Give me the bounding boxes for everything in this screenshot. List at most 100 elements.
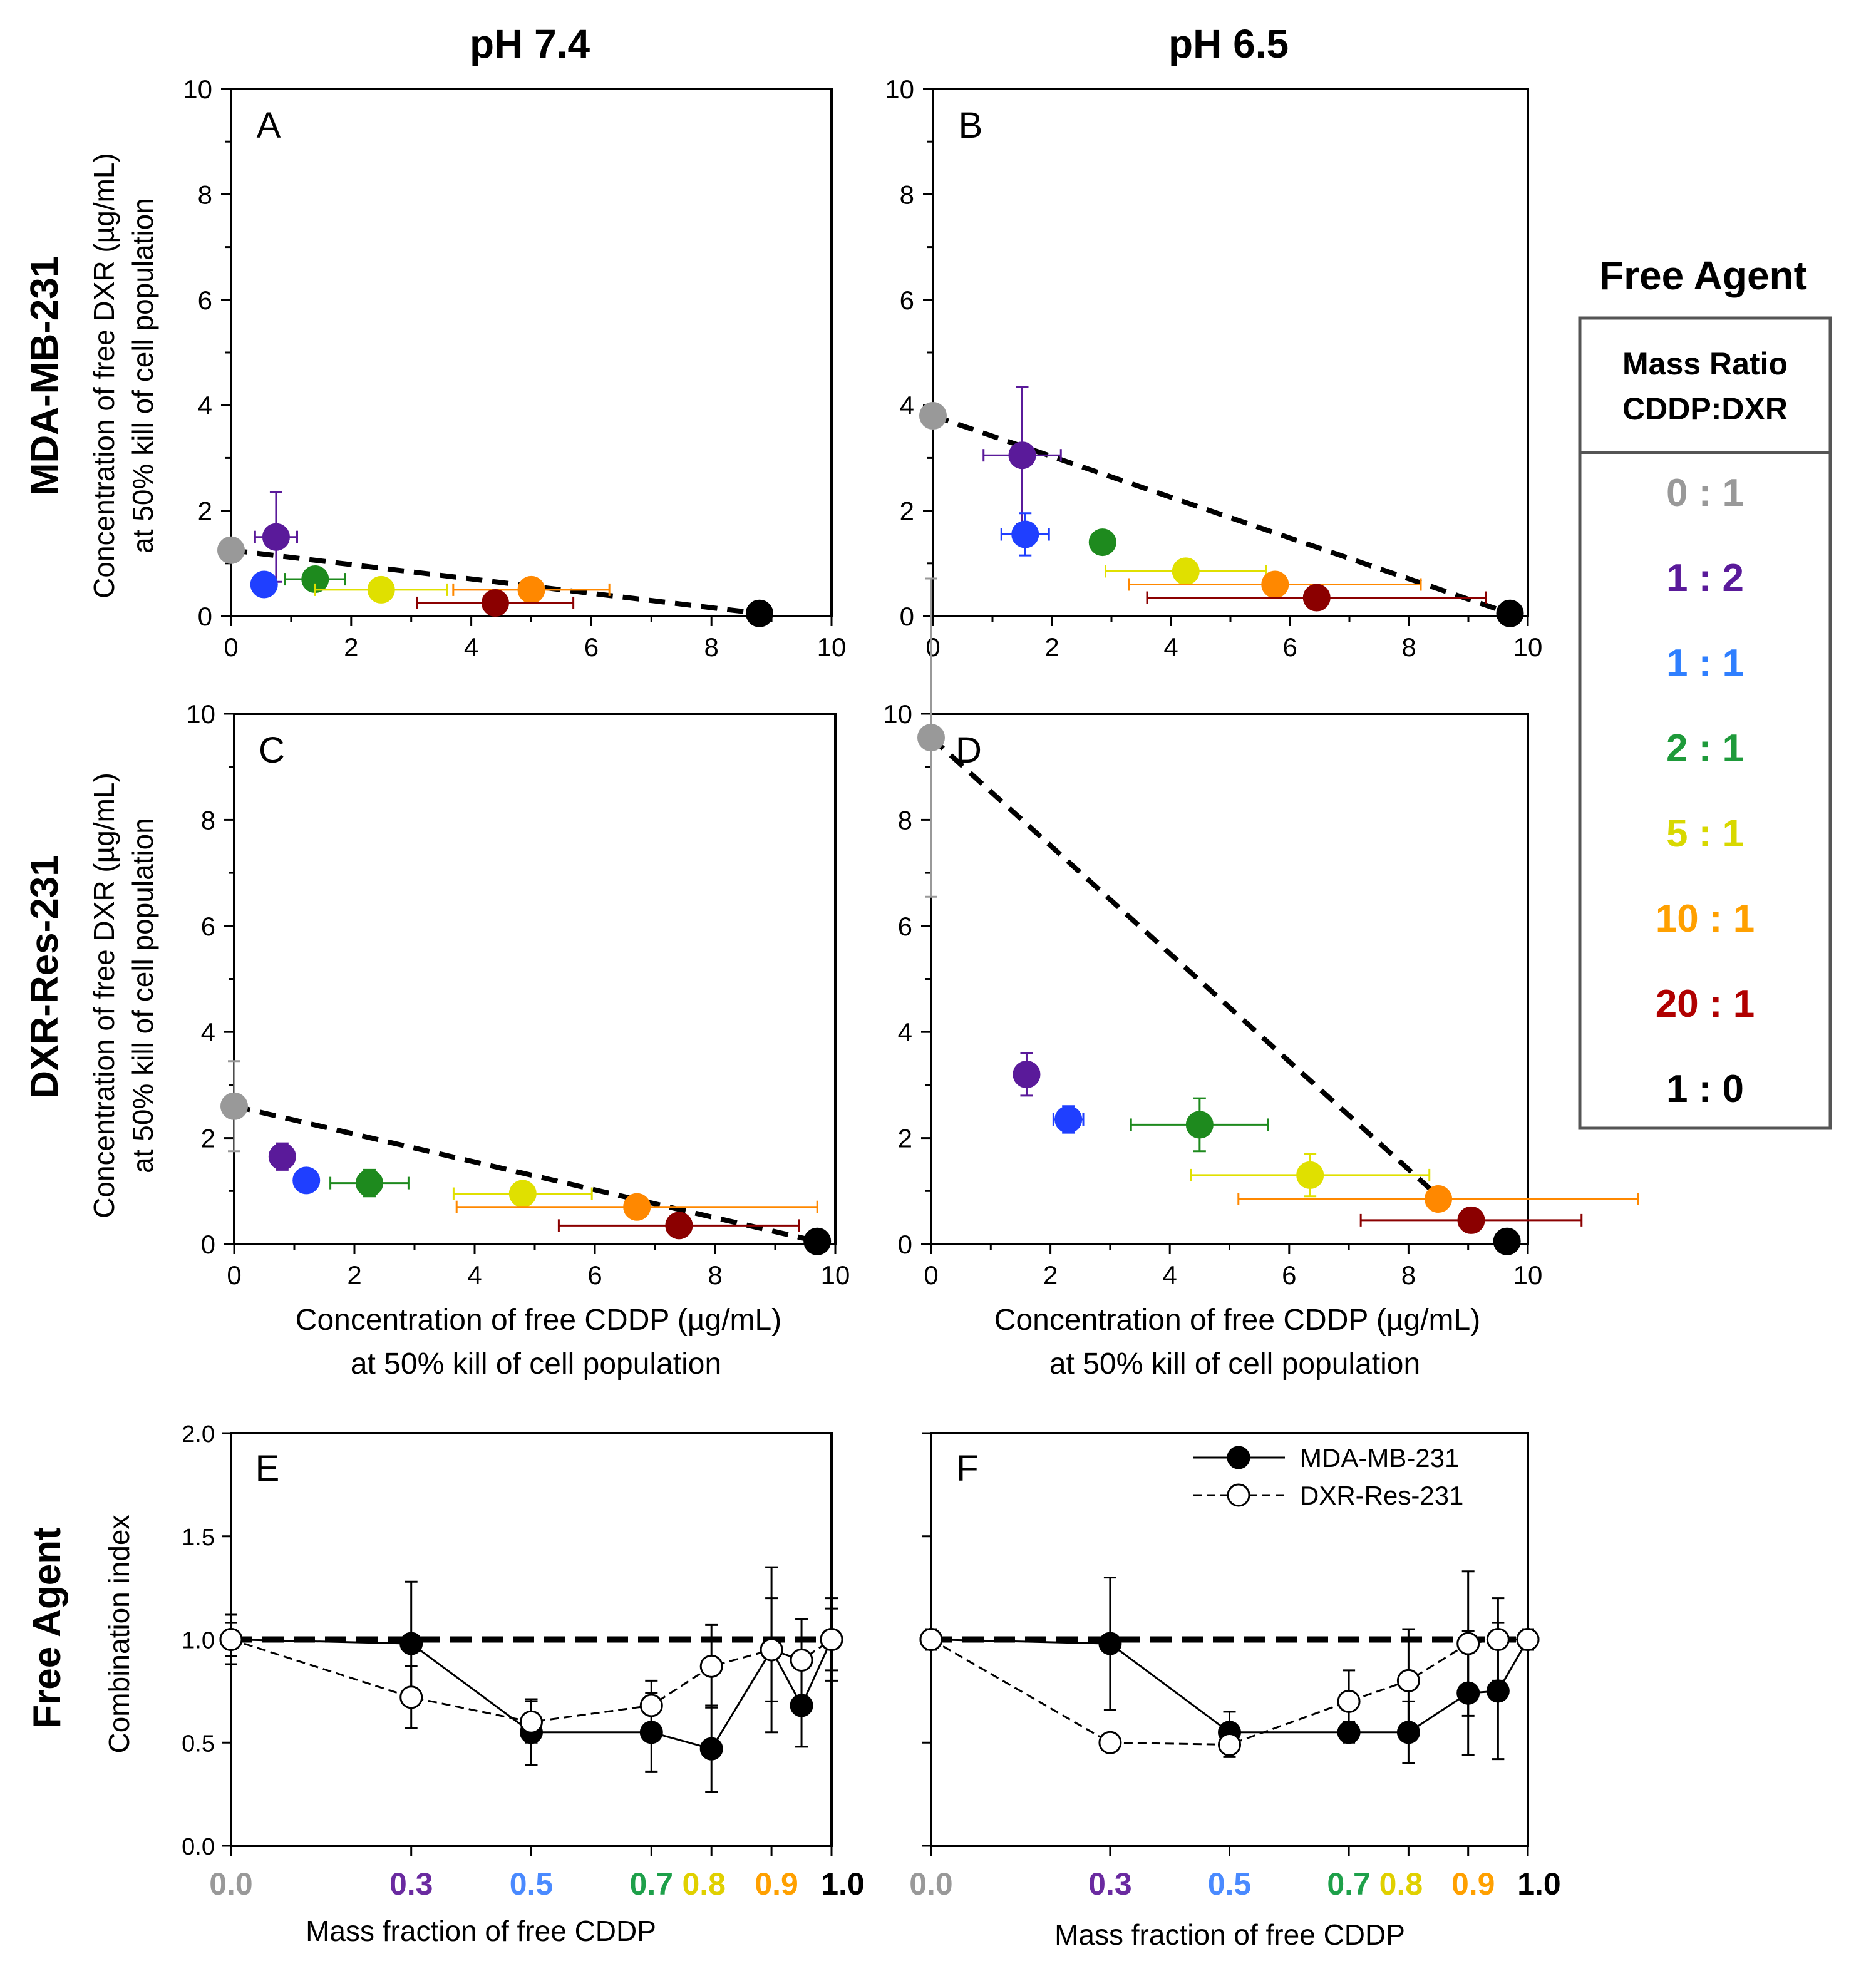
xlabel-c-line2: at 50% kill of cell population — [351, 1347, 721, 1381]
y-tick-label: 10 — [883, 699, 912, 729]
x-tick-label-1-0: 1.0 — [821, 1866, 865, 1901]
x-tick-label-0-9: 0.9 — [1451, 1866, 1495, 1901]
x-tick-label: 2 — [1043, 1260, 1058, 1290]
point-ratio-1-2 — [268, 1143, 296, 1171]
panel-letter-e: E — [255, 1448, 280, 1489]
ci-legend-marker — [1227, 1446, 1250, 1469]
panel-c: 00 2 2 4 4 6 6 8 8 10 10 C — [186, 699, 850, 1290]
y-tick-label: 4 — [198, 391, 212, 420]
panel-a: 00 2 2 4 4 6 6 8 8 10 10 A — [183, 75, 846, 662]
x-tick-label-0-8: 0.8 — [682, 1866, 726, 1901]
y-tick-label: 8 — [900, 180, 914, 209]
point-ratio-1-2 — [262, 523, 290, 551]
ylabel-row2: Concentration of free DXR (µg/mL) at 50%… — [88, 773, 159, 1218]
point-ratio-5-1 — [508, 1180, 537, 1208]
x-tick-label: 10 — [821, 1260, 850, 1290]
x-tick-label: 6 — [584, 632, 599, 662]
x-tick-label-0-3: 0.3 — [389, 1866, 433, 1901]
point — [919, 1628, 943, 1651]
panel-c-frame — [233, 713, 837, 1245]
legend-entry-2: 1 : 1 — [1666, 642, 1744, 685]
point-ratio-1-0 — [1496, 599, 1524, 627]
y-tick-label: 4 — [201, 1017, 215, 1047]
point — [760, 1638, 783, 1662]
y-tick-label: 1.0 — [182, 1628, 215, 1654]
point — [1486, 1679, 1510, 1703]
x-tick-label: 8 — [704, 632, 719, 662]
row-header-mda: MDA-MB-231 — [23, 256, 66, 495]
ylabel-row2-line1: Concentration of free DXR (µg/mL) — [88, 773, 120, 1218]
legend-entry-1: 1 : 2 — [1666, 557, 1744, 600]
column-header-ph65: pH 6.5 — [1168, 21, 1289, 66]
legend-entry-3: 2 : 1 — [1666, 727, 1744, 770]
point-ratio-2-1 — [356, 1169, 383, 1197]
series-dxr-res-231 — [919, 1570, 1540, 1758]
x-tick-label-0-7: 0.7 — [630, 1866, 674, 1901]
y-tick-label: 2 — [198, 497, 212, 526]
y-tick-label: 4 — [898, 1017, 912, 1047]
y-tick-label: 8 — [898, 805, 912, 835]
point-ratio-1-2 — [1013, 1060, 1041, 1088]
point — [699, 1654, 723, 1678]
legend-entry-7: 1 : 0 — [1666, 1068, 1744, 1111]
ci-xlabel-e: Mass fraction of free CDDP — [306, 1915, 656, 1947]
additivity-line — [932, 413, 1511, 616]
x-tick-label: 0 — [224, 632, 238, 662]
point — [639, 1694, 663, 1717]
y-tick-label: 0 — [201, 1230, 215, 1259]
point-ratio-20-1 — [481, 589, 509, 617]
point — [699, 1737, 723, 1761]
point-ratio-20-1 — [665, 1212, 693, 1240]
y-tick-label: 10 — [183, 75, 212, 104]
point — [219, 1628, 243, 1651]
x-tick-label-0-5: 0.5 — [510, 1866, 554, 1901]
xlabel-d-line1: Concentration of free CDDP (µg/mL) — [994, 1304, 1480, 1337]
legend-entry-6: 20 : 1 — [1656, 982, 1755, 1026]
ci-legend-label-1: DXR-Res-231 — [1300, 1481, 1463, 1510]
point — [1516, 1628, 1540, 1651]
x-tick-label: 4 — [1163, 632, 1178, 662]
series-mda-mb-231 — [219, 1566, 843, 1793]
point-ratio-5-1 — [1296, 1161, 1324, 1189]
panel-letter-b: B — [959, 105, 983, 146]
panel-b: 00 2 2 4 4 6 6 8 8 10 10 B — [885, 75, 1542, 662]
x-tick-label-0-0: 0.0 — [209, 1866, 253, 1901]
x-tick-label-0-5: 0.5 — [1208, 1866, 1252, 1901]
point-ratio-20-1 — [1457, 1206, 1485, 1234]
point-ratio-10-1 — [1425, 1185, 1453, 1213]
y-tick-label: 1.5 — [182, 1525, 215, 1551]
panel-a-frame — [230, 88, 833, 617]
xlabel-c-line1: Concentration of free CDDP (µg/mL) — [296, 1304, 781, 1337]
ci-legend-marker — [1227, 1483, 1250, 1507]
point-ratio-10-1 — [623, 1193, 651, 1221]
point — [820, 1628, 843, 1651]
x-tick-label: 2 — [344, 632, 358, 662]
x-tick-label-1-0: 1.0 — [1517, 1866, 1561, 1901]
row-header-dxr: DXR-Res-231 — [23, 855, 66, 1098]
legend-entry-4: 5 : 1 — [1666, 812, 1744, 855]
y-tick-label: 6 — [900, 286, 914, 315]
x-tick-label: 10 — [817, 632, 847, 662]
y-tick-label: 2 — [898, 1124, 912, 1153]
ylabel-row1-line1: Concentration of free DXR (µg/mL) — [88, 153, 120, 599]
legend-entries: 0 : 1 1 : 2 1 : 1 2 : 1 5 : 1 10 : 1 20 : 1 1 :… — [1656, 471, 1755, 1111]
y-tick-label: 8 — [201, 805, 215, 835]
point — [1337, 1689, 1361, 1713]
y-tick-label: 0 — [900, 602, 914, 631]
point — [1456, 1632, 1480, 1655]
point-ratio-0-1 — [917, 724, 945, 752]
point-ratio-0-1 — [919, 402, 947, 430]
y-tick-label: 8 — [198, 180, 212, 209]
panels: 00224466881010A00224466881010B0022446688… — [182, 75, 1639, 1901]
ci-legend-label-0: MDA-MB-231 — [1300, 1443, 1459, 1473]
ci-xlabel-f: Mass fraction of free CDDP — [1054, 1918, 1405, 1951]
point-ratio-5-1 — [1172, 557, 1200, 585]
x-tick-label: 10 — [1513, 632, 1543, 662]
x-tick-label: 6 — [1282, 1260, 1296, 1290]
x-tick-label: 6 — [1282, 632, 1297, 662]
point-ratio-5-1 — [367, 575, 395, 604]
point — [1098, 1632, 1122, 1655]
panel-letter-a: A — [257, 105, 281, 146]
x-tick-label: 4 — [464, 632, 478, 662]
x-tick-label-0-0: 0.0 — [909, 1866, 953, 1901]
